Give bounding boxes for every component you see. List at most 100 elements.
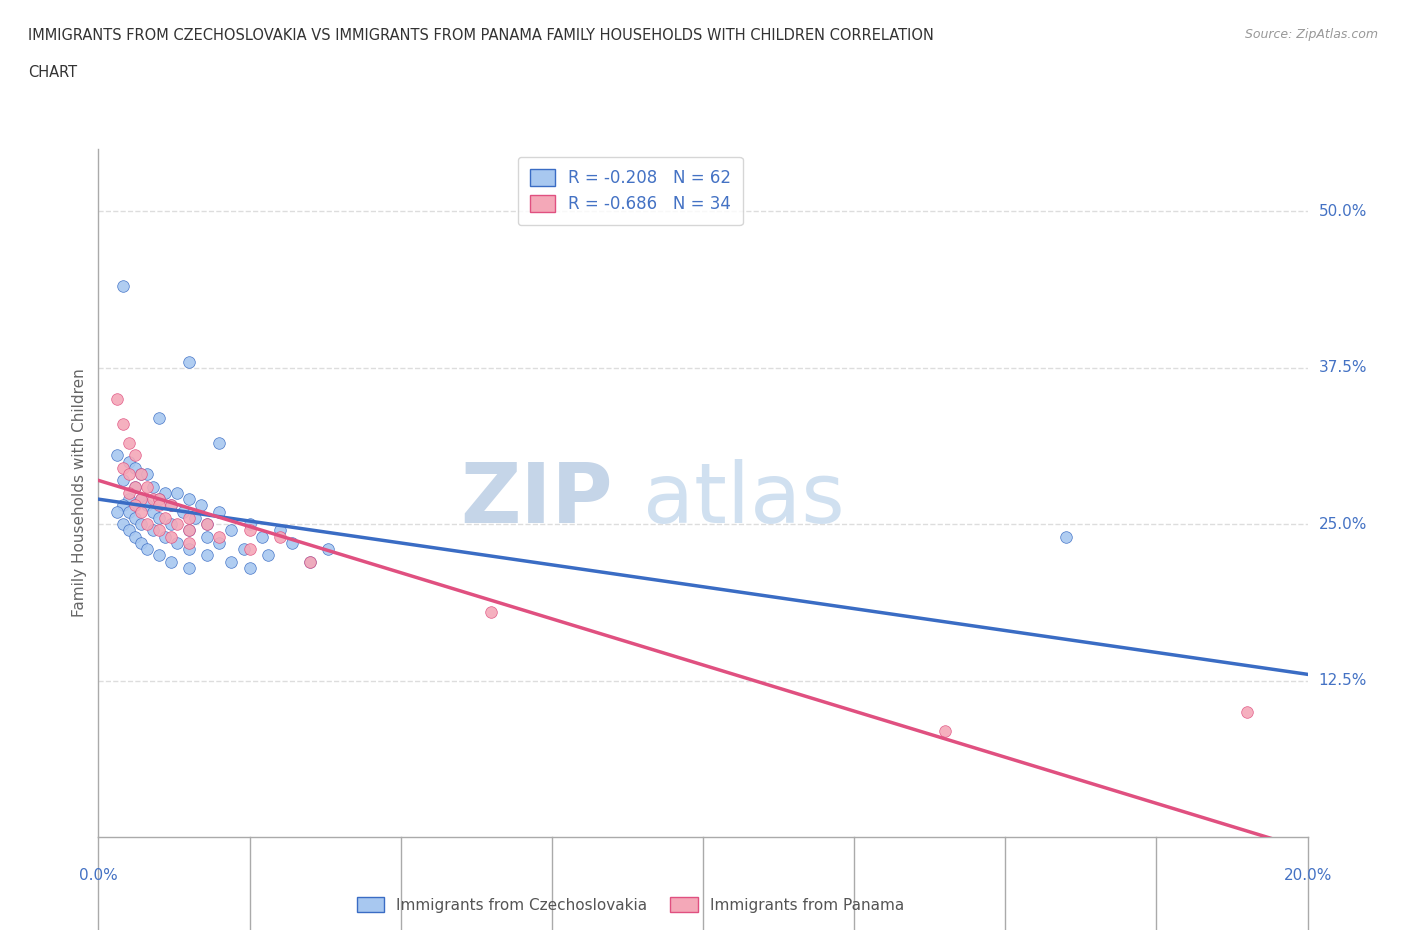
Point [148, 410, 170, 425]
Point [208, 435, 231, 450]
Text: 12.5%: 12.5% [1319, 673, 1367, 688]
Point [481, 604, 503, 619]
Point [124, 498, 146, 512]
Point [124, 529, 146, 544]
Point [118, 485, 141, 500]
Point [179, 354, 201, 369]
Point [148, 523, 170, 538]
Point [195, 529, 218, 544]
Point [118, 492, 141, 507]
Point [208, 536, 231, 551]
Point [129, 504, 152, 519]
Point [256, 548, 278, 563]
Point [232, 542, 254, 557]
Point [118, 435, 141, 450]
Text: 20.0%: 20.0% [1284, 868, 1331, 883]
Point [166, 536, 188, 551]
Point [239, 517, 262, 532]
Point [160, 498, 183, 512]
Point [111, 279, 134, 294]
Point [281, 536, 304, 551]
Point [179, 542, 201, 557]
Point [148, 511, 170, 525]
Point [124, 479, 146, 494]
Legend: Immigrants from Czechoslovakia, Immigrants from Panama: Immigrants from Czechoslovakia, Immigran… [350, 891, 911, 919]
Point [124, 498, 146, 512]
Point [111, 417, 134, 432]
Point [105, 448, 128, 463]
Point [142, 523, 165, 538]
Point [129, 467, 152, 482]
Point [111, 473, 134, 488]
Point [142, 492, 165, 507]
Point [316, 542, 339, 557]
Point [269, 523, 291, 538]
Point [129, 467, 152, 482]
Point [172, 504, 194, 519]
Point [299, 554, 322, 569]
Point [250, 529, 273, 544]
Point [124, 479, 146, 494]
Point [179, 511, 201, 525]
Point [111, 460, 134, 475]
Text: IMMIGRANTS FROM CZECHOSLOVAKIA VS IMMIGRANTS FROM PANAMA FAMILY HOUSEHOLDS WITH : IMMIGRANTS FROM CZECHOSLOVAKIA VS IMMIGR… [28, 28, 934, 43]
Point [239, 542, 262, 557]
Point [208, 529, 231, 544]
Point [166, 517, 188, 532]
Text: 25.0%: 25.0% [1319, 517, 1367, 532]
Point [190, 498, 212, 512]
Point [129, 492, 152, 507]
Point [148, 492, 170, 507]
Point [129, 492, 152, 507]
Point [221, 523, 243, 538]
Point [124, 448, 146, 463]
Point [153, 511, 176, 525]
Point [148, 492, 170, 507]
Point [179, 523, 201, 538]
Point [160, 529, 183, 544]
Text: CHART: CHART [28, 65, 77, 80]
Point [208, 504, 231, 519]
Point [160, 498, 183, 512]
Point [105, 392, 128, 406]
Point [195, 517, 218, 532]
Point [153, 485, 176, 500]
Point [118, 504, 141, 519]
Text: 0.0%: 0.0% [79, 868, 118, 883]
Text: ZIP: ZIP [460, 458, 613, 539]
Text: 50.0%: 50.0% [1319, 204, 1367, 219]
Point [142, 504, 165, 519]
Point [239, 561, 262, 576]
Point [135, 479, 157, 494]
Point [111, 517, 134, 532]
Point [135, 542, 157, 557]
Point [124, 511, 146, 525]
Point [1236, 704, 1258, 719]
Text: 37.5%: 37.5% [1319, 360, 1367, 376]
Point [299, 554, 322, 569]
Point [166, 485, 188, 500]
Point [269, 529, 291, 544]
Point [160, 554, 183, 569]
Point [1054, 529, 1077, 544]
Point [105, 504, 128, 519]
Y-axis label: Family Households with Children: Family Households with Children [72, 368, 87, 618]
Point [118, 467, 141, 482]
Point [160, 517, 183, 532]
Point [195, 517, 218, 532]
Point [135, 498, 157, 512]
Point [179, 523, 201, 538]
Point [129, 536, 152, 551]
Point [135, 517, 157, 532]
Point [142, 479, 165, 494]
Point [179, 536, 201, 551]
Point [111, 498, 134, 512]
Point [129, 517, 152, 532]
Point [118, 523, 141, 538]
Point [184, 511, 207, 525]
Point [195, 548, 218, 563]
Point [148, 548, 170, 563]
Point [239, 523, 262, 538]
Point [124, 460, 146, 475]
Point [934, 724, 956, 738]
